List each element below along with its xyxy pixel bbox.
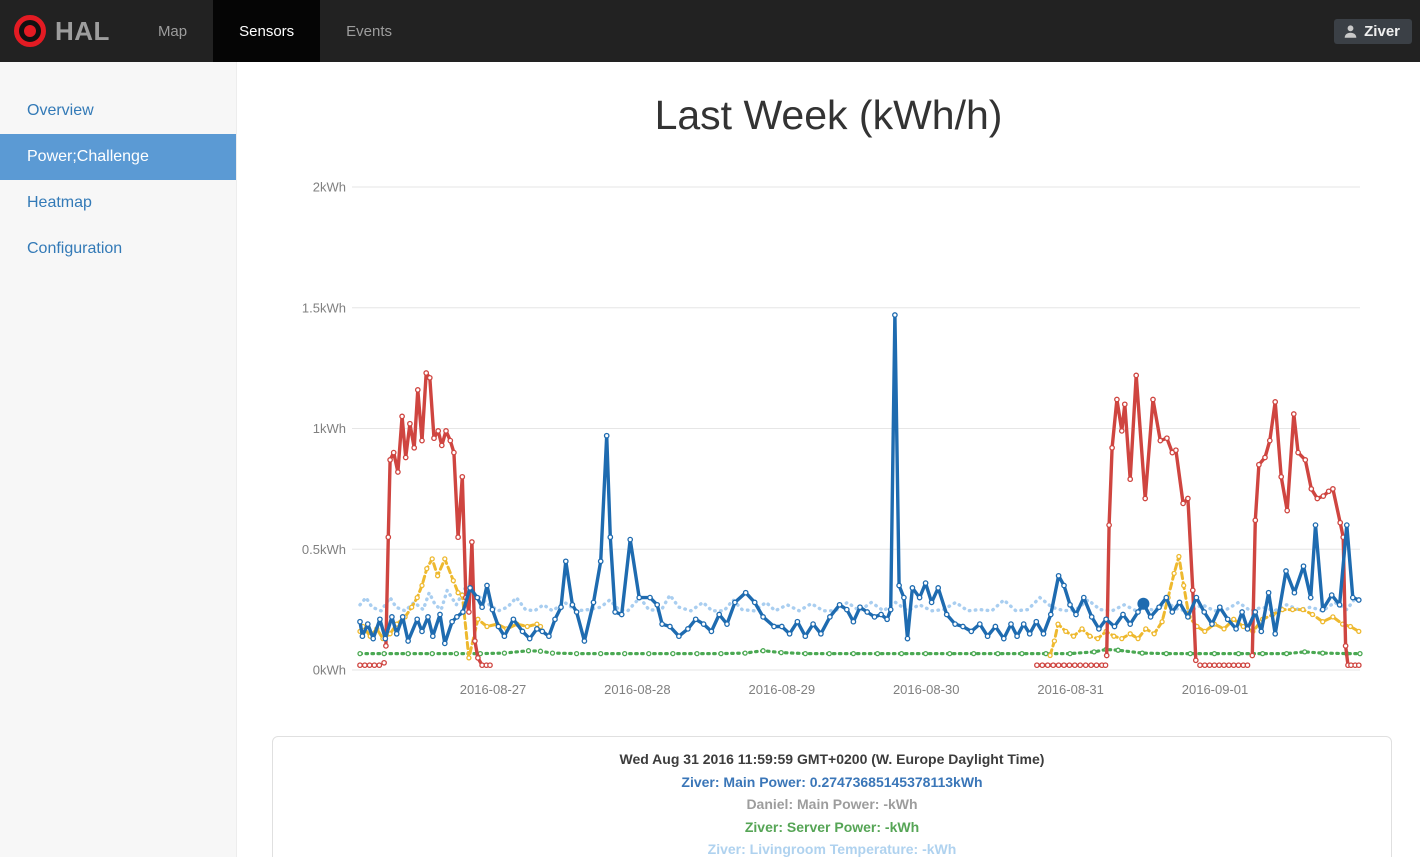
tab-map-label: Map: [157, 22, 188, 40]
svg-text:2kWh: 2kWh: [313, 180, 346, 195]
tab-events[interactable]: Events: [320, 0, 418, 62]
chart-area[interactable]: 2kWh 1.5kWh 1kWh 0.5kWh 0kWh 2016-08-27 2016-0…: [272, 140, 1392, 721]
sidebar-item-heatmap[interactable]: Heatmap: [27, 194, 92, 211]
sidebar-item-configuration[interactable]: Configuration: [27, 240, 123, 257]
user-icon: [1344, 24, 1357, 38]
svg-text:1.5kWh: 1.5kWh: [302, 300, 346, 315]
svg-text:2016-08-29: 2016-08-29: [749, 682, 816, 697]
svg-text:0.5kWh: 0.5kWh: [302, 542, 346, 557]
user-menu-button[interactable]: Ziver: [1334, 18, 1412, 44]
navbar: HAL Map Sensors Events Ziver: [0, 0, 1420, 62]
hal-logo-icon: [14, 15, 46, 47]
tooltip-row-ziver-main-power: Ziver: Main Power: 0.27473685145378113kW…: [681, 773, 983, 790]
tab-sensors[interactable]: Sensors: [213, 0, 321, 62]
line-chart[interactable]: 2kWh 1.5kWh 1kWh 0.5kWh 0kWh 2016-08-27 2016-0…: [272, 140, 1392, 716]
page-title: Last Week (kWh/h): [654, 92, 1003, 138]
svg-text:2016-08-31: 2016-08-31: [1037, 682, 1104, 697]
tooltip-row-daniel-main-power: Daniel: Main Power: -kWh: [746, 796, 918, 812]
tab-sensors-label: Sensors: [239, 22, 295, 40]
main-content: Last Week (kWh/h) 2kWh 1.5kWh 1kWh 0.5kWh 0k…: [237, 62, 1420, 857]
sidebar-item-power-challenge[interactable]: Power;Challenge: [0, 134, 236, 180]
svg-text:2016-08-27: 2016-08-27: [460, 682, 527, 697]
tooltip-panel: Wed Aug 31 2016 11:59:59 GMT+0200 (W. Eu…: [272, 736, 1392, 857]
svg-text:2016-08-28: 2016-08-28: [604, 682, 671, 697]
tooltip-row-ziver-server-power: Ziver: Server Power: -kWh: [744, 818, 920, 835]
svg-text:1kWh: 1kWh: [313, 421, 346, 436]
sidebar-item-overview[interactable]: Overview: [27, 102, 94, 119]
tooltip-row-ziver-livingroom-temperature: Ziver: Livingroom Temperature: -kWh: [707, 841, 957, 857]
tab-map[interactable]: Map: [132, 0, 213, 62]
svg-text:2016-09-01: 2016-09-01: [1182, 682, 1249, 697]
navbar-spacer: [418, 0, 1334, 62]
tooltip-timestamp: Wed Aug 31 2016 11:59:59 GMT+0200 (W. Eu…: [619, 751, 1045, 767]
tab-events-label: Events: [346, 22, 393, 40]
svg-text:0kWh: 0kWh: [313, 663, 346, 678]
sidebar: Overview Power;Challenge Heatmap Configu…: [0, 62, 237, 857]
brand-text: HAL: [55, 15, 110, 46]
brand[interactable]: HAL: [0, 0, 132, 62]
svg-text:2016-08-30: 2016-08-30: [893, 682, 960, 697]
user-name: Ziver: [1364, 22, 1400, 40]
